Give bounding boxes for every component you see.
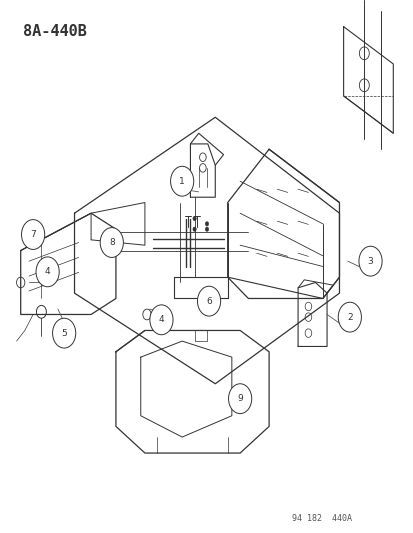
Text: 1: 1 — [179, 177, 185, 185]
Text: 4: 4 — [158, 316, 164, 324]
Circle shape — [228, 384, 251, 414]
Circle shape — [358, 79, 368, 92]
Circle shape — [304, 313, 311, 321]
Circle shape — [337, 302, 361, 332]
Circle shape — [142, 309, 151, 320]
Text: 6: 6 — [206, 297, 211, 305]
Circle shape — [36, 257, 59, 287]
Circle shape — [199, 164, 206, 172]
Text: 5: 5 — [61, 329, 67, 337]
Circle shape — [358, 47, 368, 60]
Text: 4: 4 — [45, 268, 50, 276]
Circle shape — [205, 222, 208, 226]
Text: 94 182  440A: 94 182 440A — [291, 514, 351, 523]
Circle shape — [17, 277, 25, 288]
Circle shape — [205, 227, 208, 231]
Circle shape — [170, 166, 193, 196]
Circle shape — [199, 153, 206, 161]
Text: 7: 7 — [30, 230, 36, 239]
Circle shape — [304, 302, 311, 311]
Circle shape — [150, 305, 173, 335]
Circle shape — [197, 286, 220, 316]
Circle shape — [358, 246, 381, 276]
Text: 9: 9 — [237, 394, 242, 403]
Text: 8: 8 — [109, 238, 114, 247]
Text: 2: 2 — [346, 313, 352, 321]
Circle shape — [21, 220, 45, 249]
Text: 8A-440B: 8A-440B — [23, 24, 86, 39]
Circle shape — [36, 305, 46, 318]
Circle shape — [52, 318, 76, 348]
Circle shape — [304, 329, 311, 337]
Circle shape — [192, 227, 196, 231]
Circle shape — [100, 228, 123, 257]
Circle shape — [192, 216, 196, 221]
Text: 3: 3 — [367, 257, 373, 265]
